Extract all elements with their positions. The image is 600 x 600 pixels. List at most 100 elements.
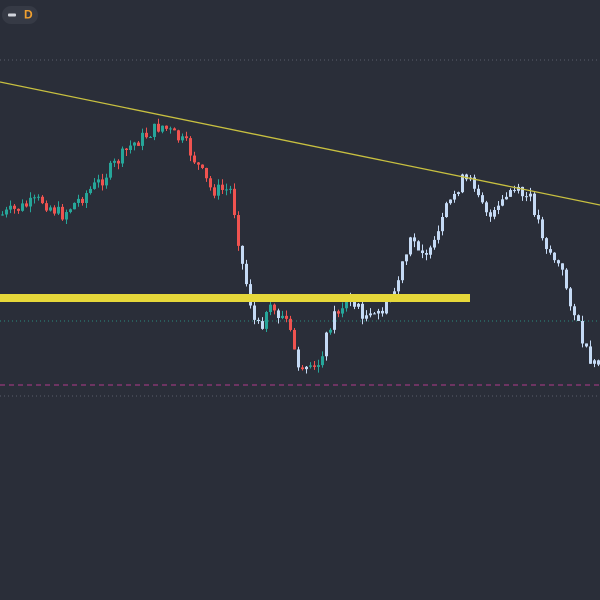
- candle-body: [77, 198, 80, 203]
- candle-body: [193, 155, 196, 163]
- candle-body: [41, 196, 44, 204]
- candle-body: [521, 186, 524, 197]
- candle-body: [409, 237, 412, 255]
- candle-body: [457, 192, 460, 194]
- candle-body: [445, 203, 448, 218]
- candle-body: [369, 313, 372, 316]
- candle-body: [569, 288, 572, 307]
- candle-body: [117, 160, 120, 164]
- candle-body: [405, 254, 408, 262]
- candle-body: [233, 188, 236, 216]
- candle-body: [161, 125, 164, 132]
- candle-body: [437, 231, 440, 240]
- candle-body: [573, 306, 576, 316]
- candle-body: [281, 315, 284, 319]
- candle-body: [561, 263, 564, 270]
- candle-body: [413, 237, 416, 242]
- candle-body: [577, 315, 580, 321]
- candle-body: [265, 312, 268, 329]
- candle-body: [17, 208, 20, 211]
- candle-body: [529, 193, 532, 197]
- candle-body: [13, 205, 16, 209]
- candle-body: [501, 199, 504, 206]
- candle-body: [425, 253, 428, 255]
- candle-body: [209, 178, 212, 188]
- candle-body: [597, 360, 600, 365]
- candle-body: [217, 184, 220, 196]
- candle-body: [453, 193, 456, 200]
- candle-body: [133, 142, 136, 146]
- candle-body: [21, 203, 24, 211]
- candle-body: [65, 212, 68, 220]
- candle-body: [461, 174, 464, 193]
- candle-body: [113, 160, 116, 163]
- candle-body: [449, 199, 452, 204]
- candle-body: [329, 329, 332, 333]
- candle-body: [245, 263, 248, 285]
- candle-body: [357, 303, 360, 307]
- trendline[interactable]: [0, 81, 600, 206]
- candle-body: [261, 321, 264, 329]
- candle-body: [585, 343, 588, 347]
- candle-body: [385, 298, 388, 314]
- candle-body: [49, 207, 52, 211]
- candle-body: [345, 297, 348, 309]
- candle-body: [73, 202, 76, 210]
- candle-body: [525, 196, 528, 198]
- candle-body: [321, 356, 324, 366]
- candle-body: [165, 125, 168, 129]
- candle-body: [225, 189, 228, 191]
- candle-body: [237, 215, 240, 246]
- candle-body: [309, 365, 312, 367]
- candle-body: [37, 196, 40, 198]
- candle-body: [325, 332, 328, 357]
- candle-body: [481, 195, 484, 203]
- candle-body: [497, 205, 500, 210]
- candle-body: [1, 214, 4, 216]
- candle-body: [25, 203, 28, 207]
- candle-body: [417, 241, 420, 251]
- candle-body: [509, 190, 512, 197]
- candle-body: [553, 252, 556, 261]
- candle-body: [353, 301, 356, 307]
- candle-body: [257, 319, 260, 322]
- candle-body: [493, 209, 496, 217]
- candle-body: [361, 303, 364, 319]
- candle-body: [513, 190, 516, 192]
- candle-body: [69, 209, 72, 213]
- candle-body: [185, 136, 188, 139]
- candle-body: [401, 261, 404, 281]
- candle-body: [157, 123, 160, 132]
- candle-body: [305, 366, 308, 370]
- candle-body: [337, 311, 340, 314]
- candle-body: [269, 304, 272, 313]
- candle-body: [373, 313, 376, 315]
- candle-body: [9, 205, 12, 210]
- candle-body: [109, 162, 112, 178]
- candle-body: [285, 315, 288, 319]
- candle-body: [205, 167, 208, 179]
- candle-body: [241, 245, 244, 264]
- candle-body: [53, 207, 56, 214]
- candle-body: [397, 280, 400, 292]
- candle-body: [433, 239, 436, 248]
- candle-body: [441, 217, 444, 232]
- candle-body: [213, 187, 216, 196]
- interval-label: D: [24, 8, 33, 22]
- candle-body: [365, 315, 368, 319]
- candle-body: [313, 365, 316, 367]
- interval-badge[interactable]: D: [2, 6, 38, 24]
- candle-body: [253, 305, 256, 320]
- candle-body: [105, 177, 108, 186]
- candle-body: [381, 310, 384, 314]
- candle-body: [533, 193, 536, 216]
- candle-body: [549, 249, 552, 253]
- candle-body: [565, 269, 568, 289]
- candle-body: [177, 130, 180, 141]
- candle-body: [89, 188, 92, 194]
- candle-body: [93, 182, 96, 189]
- candle-body: [473, 177, 476, 189]
- candle-body: [293, 329, 296, 350]
